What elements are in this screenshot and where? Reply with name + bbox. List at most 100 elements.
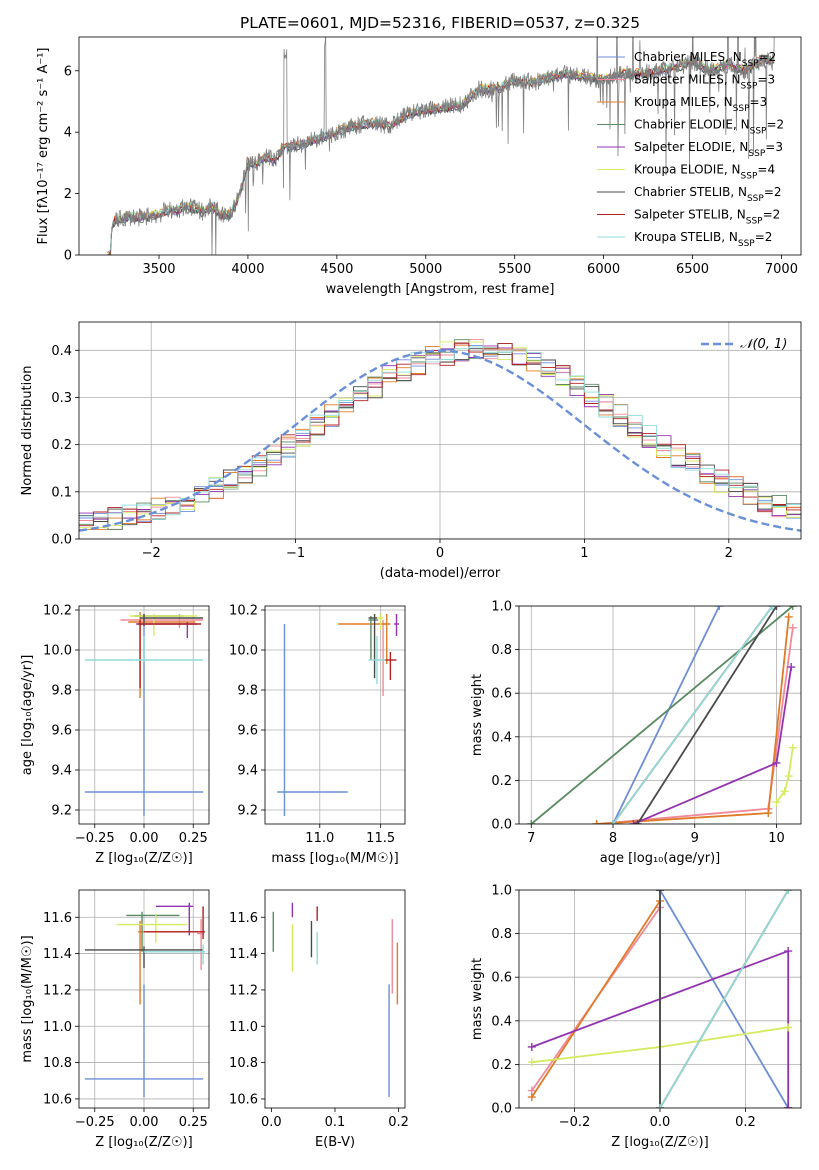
chart-residuals: −2 −1 0 1 2 0.0 0.1 0.2 0.3 0.4 (data-model)/error… <box>20 321 802 581</box>
mass-weight-point <box>772 758 781 767</box>
model-spectrum-line <box>107 57 774 255</box>
y-tick-label: 4 <box>64 126 72 141</box>
axes-frame <box>78 605 210 825</box>
y-tick-label: 10.8 <box>43 1056 72 1071</box>
y-tick-label: 0.0 <box>51 533 72 548</box>
mass-weight-point <box>527 820 536 824</box>
mass-weight-point <box>656 890 664 894</box>
y-tick-label: 0.3 <box>51 391 72 406</box>
y-tick-label: 0.2 <box>51 438 72 453</box>
x-axis-label: Z [log₁₀(Z/Z☉)] <box>611 1135 708 1150</box>
mass-weight-point <box>784 947 793 956</box>
plot-area <box>265 606 405 824</box>
x-tick-label: 8 <box>609 831 617 846</box>
y-tick-label: 10.0 <box>229 644 258 659</box>
x-tick-label: 5500 <box>498 262 531 277</box>
mass-weight-line <box>636 606 778 824</box>
x-axis-label: wavelength [Angstrom, rest frame] <box>326 282 555 297</box>
legend-label: Kroupa MILES, NSSP=3 <box>634 95 767 114</box>
chart-title: PLATE=0601, MJD=52316, FIBERID=0537, z=0… <box>240 14 640 32</box>
legend-label: Kroupa STELIB, NSSP=2 <box>634 230 772 249</box>
y-tick-label: 10.2 <box>229 604 258 619</box>
mass-weight-line <box>531 900 661 1098</box>
y-tick-label: 9.8 <box>237 684 258 699</box>
y-tick-label: 9.4 <box>51 764 72 779</box>
y-tick-label: 6 <box>64 64 72 79</box>
axes-frame <box>78 36 802 256</box>
y-tick-label: 0.4 <box>491 1014 512 1029</box>
plot-area <box>519 890 801 1108</box>
x-tick-label: 0.00 <box>130 1115 159 1130</box>
x-tick-label: −0.25 <box>75 1115 115 1130</box>
model-spectrum-line <box>107 57 774 255</box>
y-tick-label: 11.2 <box>229 983 258 998</box>
y-tick-label: 11.4 <box>43 947 72 962</box>
x-tick-label: 0.2 <box>388 1115 409 1130</box>
y-axis-label: mass [log₁₀(M/M☉)] <box>20 935 35 1062</box>
y-tick-label: 11.4 <box>229 947 258 962</box>
y-tick-label: 10.2 <box>43 604 72 619</box>
mass-weight-point <box>764 809 773 818</box>
axes-frame <box>264 605 406 825</box>
mass-weight-point <box>784 890 793 894</box>
y-tick-label: 0.0 <box>491 818 512 833</box>
y-tick-label: 11.6 <box>229 911 258 926</box>
x-tick-label: 10 <box>768 831 785 846</box>
mass-weight-point <box>715 606 724 610</box>
y-tick-label: 0.2 <box>491 774 512 789</box>
y-tick-label: 0 <box>64 249 72 264</box>
y-tick-label: 0.8 <box>491 643 512 658</box>
x-tick-label: 1 <box>580 546 588 561</box>
x-tick-label: 6000 <box>587 262 620 277</box>
axes-frame <box>264 889 406 1109</box>
plot-area <box>107 37 775 255</box>
mass-weight-point <box>609 820 617 824</box>
mass-weight-point <box>784 1023 793 1032</box>
x-tick-label: 0.1 <box>325 1115 346 1130</box>
y-tick-label: 0.6 <box>491 687 512 702</box>
mass-weight-point <box>784 772 793 781</box>
x-tick-label: 3500 <box>142 262 175 277</box>
plot-area <box>79 322 801 539</box>
mass-weight-point <box>780 787 789 796</box>
y-tick-label: 0.4 <box>491 730 512 745</box>
mass-weight-point <box>788 623 797 632</box>
x-tick-label: −1 <box>286 546 305 561</box>
x-tick-label: −0.2 <box>559 1115 591 1130</box>
legend-label: Salpeter ELODIE, NSSP=3 <box>634 140 783 159</box>
legend-label: Kroupa ELODIE, NSSP=4 <box>634 163 775 182</box>
mass-weight-point <box>788 606 797 610</box>
y-tick-label: 0.4 <box>51 344 72 359</box>
mass-weight-point <box>772 606 781 610</box>
y-tick-label: 11.6 <box>43 911 72 926</box>
x-tick-label: −2 <box>142 546 161 561</box>
y-tick-label: 11.0 <box>229 1020 258 1035</box>
x-tick-label: 11.0 <box>305 831 334 846</box>
x-tick-label: 4500 <box>320 262 353 277</box>
x-tick-label: 7000 <box>765 262 798 277</box>
axes-frame <box>518 889 802 1109</box>
mass-weight-point <box>788 743 797 752</box>
y-tick-label: 1.0 <box>491 884 512 899</box>
y-axis-label: age [log₁₀(age/yr)] <box>20 655 35 776</box>
x-tick-label: 5000 <box>409 262 442 277</box>
y-tick-label: 0.2 <box>491 1058 512 1073</box>
y-tick-label: 10.6 <box>229 1092 258 1107</box>
y-tick-label: 9.4 <box>237 764 258 779</box>
axes-frame <box>78 889 210 1109</box>
legend-label: 𝒩(0, 1) <box>740 337 787 352</box>
x-tick-label: 0 <box>436 546 444 561</box>
mass-weight-point <box>656 1104 664 1108</box>
x-tick-label: 9 <box>691 831 699 846</box>
y-tick-label: 0.0 <box>491 1102 512 1117</box>
mass-weight-point <box>787 663 796 672</box>
y-tick-label: 0.6 <box>491 971 512 986</box>
mass-weight-line <box>633 666 793 824</box>
y-axis-label: mass weight <box>470 958 485 1040</box>
x-tick-label: 0.25 <box>179 1115 208 1130</box>
x-axis-label: mass [log₁₀(M/M☉)] <box>271 851 398 866</box>
observed-spectrum-line <box>107 37 775 255</box>
y-tick-label: 10.6 <box>43 1092 72 1107</box>
plot-area <box>79 890 209 1108</box>
